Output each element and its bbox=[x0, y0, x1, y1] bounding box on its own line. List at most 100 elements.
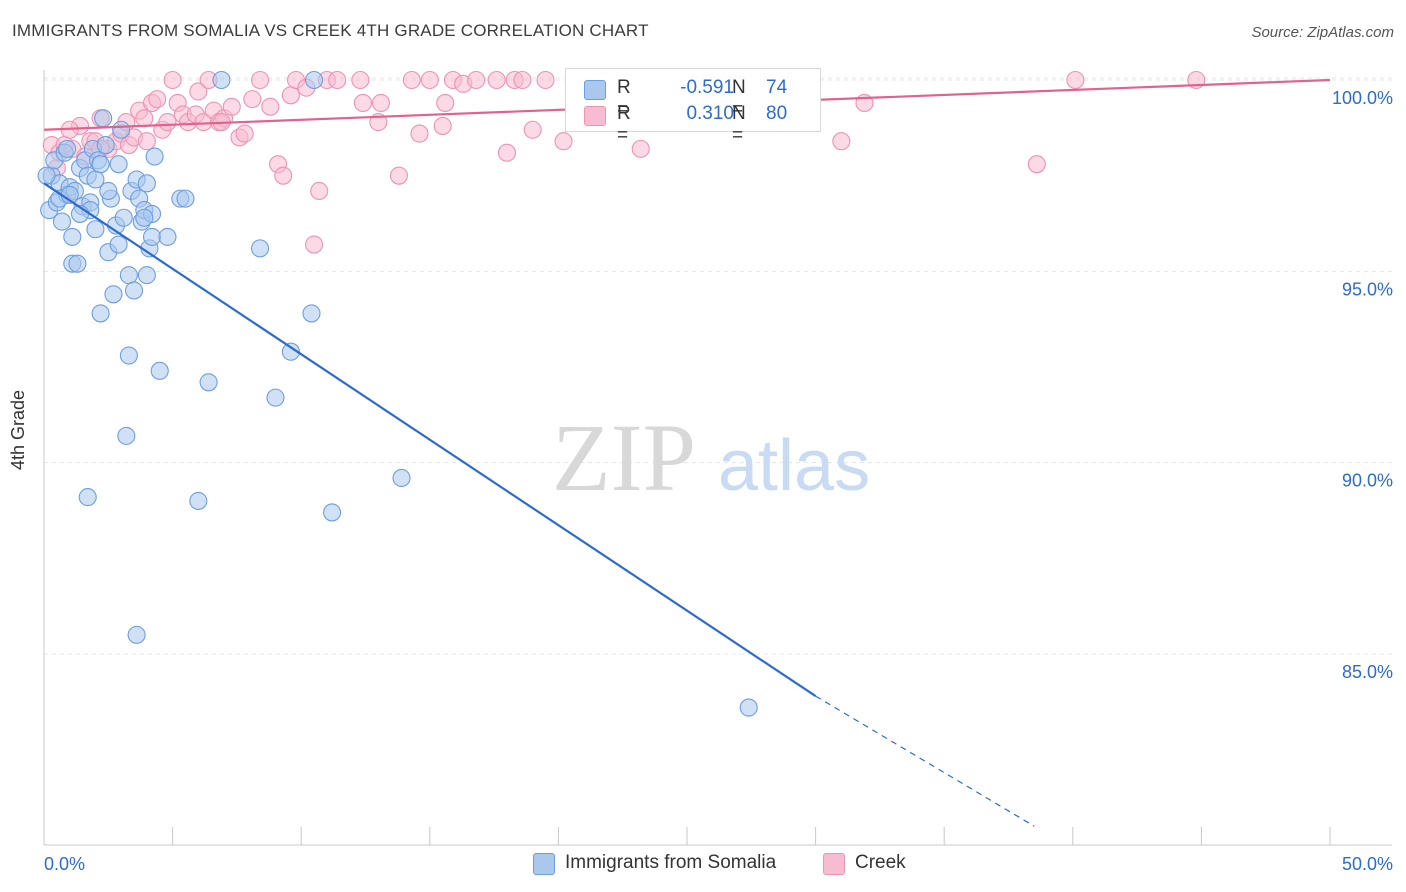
x-tick-label: 0.0% bbox=[44, 854, 85, 874]
somalia-point bbox=[99, 181, 118, 201]
creek-point bbox=[274, 166, 293, 185]
somalia-point bbox=[302, 304, 321, 323]
creek-point bbox=[310, 181, 329, 201]
creek-point bbox=[222, 97, 241, 116]
bottom-legend-label: Immigrants from Somalia bbox=[565, 852, 777, 873]
creek-point bbox=[135, 109, 154, 128]
somalia-point bbox=[96, 136, 115, 155]
somalia-point bbox=[104, 285, 123, 304]
watermark: ZIP atlas bbox=[552, 404, 870, 511]
legend-n-label: N = bbox=[732, 77, 746, 120]
gridlines bbox=[44, 77, 1392, 655]
bottom-legend-label: Creek bbox=[855, 852, 906, 873]
somalia-point bbox=[68, 254, 87, 273]
somalia-point bbox=[91, 304, 110, 323]
somalia-point bbox=[78, 488, 97, 507]
creek-point bbox=[328, 70, 347, 90]
somalia-point bbox=[266, 388, 285, 407]
somalia-trend-line bbox=[43, 182, 817, 698]
creek-point bbox=[235, 124, 254, 143]
creek-point bbox=[137, 132, 156, 151]
creek-point bbox=[261, 97, 280, 116]
somalia-point bbox=[109, 155, 128, 174]
somalia-point bbox=[305, 70, 324, 90]
somalia-point bbox=[119, 346, 138, 365]
somalia-point bbox=[137, 266, 156, 285]
somalia-point bbox=[137, 174, 156, 193]
y-tick-label: 90.0% bbox=[1342, 471, 1393, 491]
creek-point bbox=[158, 113, 177, 132]
somalia-point bbox=[212, 70, 231, 90]
somalia-point bbox=[150, 361, 169, 380]
creek-point bbox=[832, 132, 851, 151]
watermark-zip: ZIP bbox=[552, 404, 696, 511]
somalia-point bbox=[392, 468, 411, 488]
somalia-point bbox=[142, 227, 162, 246]
creek-point bbox=[402, 70, 421, 90]
somalia-point bbox=[117, 426, 136, 445]
somalia-point bbox=[199, 373, 218, 392]
somalia-point bbox=[739, 698, 758, 717]
creek-point bbox=[487, 70, 506, 90]
legend-swatch-blue bbox=[584, 80, 606, 100]
creek-point bbox=[389, 166, 408, 185]
y-tick-label: 85.0% bbox=[1342, 662, 1393, 682]
bottom-legend-swatch-blue bbox=[533, 853, 555, 875]
creek-point bbox=[243, 90, 262, 109]
bottom-legend-swatch-pink bbox=[823, 853, 845, 875]
somalia-point bbox=[119, 266, 138, 285]
legend-swatch-pink bbox=[584, 106, 606, 126]
legend-n-label: N = bbox=[732, 103, 746, 146]
somalia-point bbox=[189, 491, 208, 510]
y-tick-label: 100.0% bbox=[1332, 88, 1393, 108]
somalia-point bbox=[37, 166, 56, 185]
watermark-atlas: atlas bbox=[718, 426, 870, 506]
somalia-point bbox=[86, 220, 105, 239]
creek-point bbox=[353, 93, 372, 113]
creek-point bbox=[523, 120, 542, 139]
creek-point bbox=[554, 132, 573, 151]
somalia-point bbox=[135, 208, 154, 227]
creek-point bbox=[467, 70, 486, 90]
creek-point bbox=[436, 93, 455, 113]
creek-point bbox=[148, 90, 167, 109]
somalia-point bbox=[323, 503, 342, 522]
creek-point bbox=[420, 70, 439, 90]
legend-r-label: R = bbox=[617, 103, 631, 146]
somalia-point bbox=[112, 120, 131, 139]
creek-point bbox=[1066, 70, 1085, 90]
somalia-point bbox=[176, 189, 195, 208]
creek-point bbox=[281, 86, 300, 105]
somalia-point bbox=[91, 155, 110, 174]
creek-point bbox=[371, 93, 390, 113]
somalia-trend-extension bbox=[815, 695, 1035, 827]
legend-n-value: 80 bbox=[766, 103, 788, 124]
somalia-point bbox=[63, 227, 82, 246]
creek-point bbox=[536, 70, 555, 90]
creek-point bbox=[1027, 155, 1046, 174]
creek-point bbox=[250, 70, 270, 90]
y-tick-label: 95.0% bbox=[1342, 279, 1393, 299]
creek-point bbox=[305, 235, 324, 254]
creek-point bbox=[513, 70, 532, 90]
somalia-point bbox=[281, 342, 300, 361]
creek-point bbox=[189, 82, 208, 101]
legend-r-value: -0.591 bbox=[680, 77, 734, 98]
somalia-point bbox=[109, 235, 128, 254]
y-axis-label: 4th Grade bbox=[8, 389, 28, 470]
somalia-point bbox=[145, 147, 164, 166]
somalia-point bbox=[127, 625, 146, 644]
somalia-point bbox=[58, 139, 77, 158]
creek-point bbox=[410, 124, 429, 143]
x-tick-label: 50.0% bbox=[1342, 854, 1393, 874]
somalia-point bbox=[250, 239, 270, 258]
legend-n-value: 74 bbox=[766, 77, 788, 98]
correlation-legend: R = -0.591 N = 74 R = 0.310 N = 80 bbox=[565, 68, 821, 146]
creek-point bbox=[163, 70, 182, 90]
legend-r-value: 0.310 bbox=[686, 103, 734, 124]
somalia-point bbox=[158, 227, 177, 246]
creek-point bbox=[433, 116, 452, 135]
creek-point bbox=[497, 143, 517, 162]
axes bbox=[43, 70, 1392, 846]
